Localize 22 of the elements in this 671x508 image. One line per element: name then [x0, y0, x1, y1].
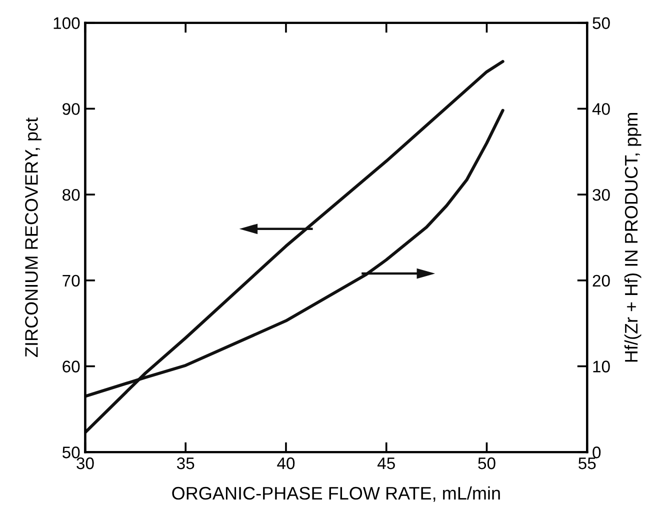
y-tick-label: 70 [62, 274, 80, 287]
line-series [85, 60, 504, 434]
x-axis-title: ORGANIC-PHASE FLOW RATE, mL/min [172, 486, 500, 502]
y2-tick-label: 0 [592, 446, 601, 458]
x-tick-label: 40 [277, 457, 295, 470]
y-tick-label: 90 [62, 103, 80, 115]
x-tick-label: 35 [176, 457, 194, 470]
y2-tick-label: 50 [592, 17, 610, 30]
y-tick-label: 80 [62, 188, 80, 201]
x-tick-label: 50 [478, 457, 496, 470]
y2-tick-label: 30 [592, 188, 610, 201]
x-tick-label: 30 [76, 457, 94, 470]
y2-tick-label: 20 [592, 274, 610, 287]
x-tick-label: 55 [578, 458, 596, 470]
y-axis-title: ZIRCONIUM RECOVERY, pct [25, 118, 42, 357]
y-tick-label: 100 [54, 17, 80, 30]
y-tick-label: 50 [62, 446, 80, 458]
y2-axis-title: Hf/(Zr + Hf) IN PRODUCT, ppm [624, 113, 642, 362]
x-tick-label: 45 [377, 458, 395, 470]
y2-tick-label: 10 [593, 360, 610, 372]
y2-tick-label: 40 [592, 103, 610, 115]
y-tick-label: 60 [62, 360, 80, 372]
